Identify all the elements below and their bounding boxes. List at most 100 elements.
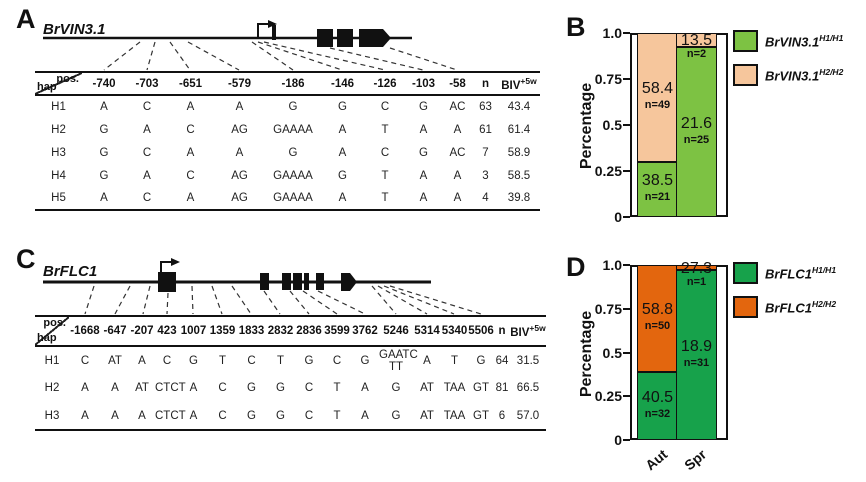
segment-count-label: n=1 [686, 275, 707, 288]
table-corner-cell: pos. hap [35, 72, 82, 96]
table-cell: GAAAA [273, 123, 313, 136]
y-tick-mark [623, 124, 630, 126]
column-header: BIV+5w [498, 72, 540, 96]
panel-b-letter: B [566, 12, 586, 42]
gene-diagram-brvin3.1 [43, 20, 458, 71]
column-header: 1359 [208, 316, 237, 347]
table-cell: G [276, 382, 285, 394]
column-header: 1007 [179, 316, 208, 347]
segment-value-label: 58.8 [641, 301, 674, 319]
segment-value-label: 58.4 [641, 80, 674, 98]
table: pos. hap -740 -703 -651 -579 -186 -146 -126 -103-… [35, 71, 540, 211]
column-header: 5246 [379, 316, 413, 347]
column-header: -186 [266, 72, 320, 96]
column-header: -1668 [69, 316, 101, 347]
table-corner-cell: pos. hap [35, 316, 69, 347]
column-header: -579 [213, 72, 266, 96]
column-header: -703 [126, 72, 168, 96]
row-header: H3 [51, 146, 66, 159]
table-cell: A [453, 192, 462, 204]
legend-swatch [733, 30, 758, 52]
table-cell: 4 [482, 192, 489, 204]
y-tick-label: 1.0 [602, 257, 622, 273]
table-cell: A [189, 409, 198, 422]
table-cell: A [235, 101, 244, 113]
table-cell: GT [473, 409, 489, 422]
table-cell: A [100, 101, 108, 113]
gene-title-brflc1: BrFLC1 [43, 263, 98, 280]
column-header: -103 [405, 72, 442, 96]
segment-count-label: n=49 [644, 99, 671, 112]
table-cell: C [304, 409, 314, 422]
table-cell: A [111, 409, 119, 422]
gene-diagram-brflc1 [43, 258, 482, 315]
table-cell: C [304, 382, 314, 394]
table-cell: A [189, 382, 198, 394]
y-tick-label: 0.25 [594, 388, 622, 405]
table-cell: 43.4 [507, 101, 531, 113]
table-cell: A [81, 409, 89, 422]
table-row: H3 G C A A G A C G AC 7 58.9 [35, 141, 540, 164]
legend-genotype-sup: H1/H1 [811, 265, 837, 275]
legend-label: BrVIN3.1H2/H2 [765, 67, 843, 83]
table-cell: AT [420, 382, 434, 394]
segment-value-label: 13.5 [680, 31, 713, 49]
corner-pos-label: pos. [43, 317, 66, 329]
row-header: H1 [44, 354, 60, 367]
table-cell: G [276, 409, 285, 422]
table-cell: A [186, 146, 195, 159]
panel-a-letter: A [16, 4, 36, 34]
legend-swatch [733, 64, 758, 86]
bar-segment: 21.6 n=25 [676, 46, 717, 217]
table-cell: A [361, 409, 369, 422]
table-cell: A [143, 123, 151, 136]
table-cell: G [288, 146, 298, 159]
table-cell: 64 [495, 354, 509, 367]
column-header: -58 [442, 72, 473, 96]
column-header: 2832 [266, 316, 295, 347]
table-cell: GAAAA [273, 169, 313, 182]
table-cell: G [247, 409, 256, 422]
legend-genotype-sup: H2/H2 [811, 299, 837, 309]
table-header-row: pos. hap -740 -703 -651 -579 -186 -146 -126 -103-… [35, 72, 540, 96]
segment-count-label: n=25 [683, 133, 710, 146]
table-cell: A [453, 169, 462, 182]
bar-segment: 27.3 n=1 [676, 260, 717, 287]
y-tick-mark [623, 32, 630, 34]
table-cell: G [360, 354, 370, 367]
column-header: -207 [129, 316, 155, 347]
table-cell: TAA [443, 409, 466, 422]
column-header: 2836 [295, 316, 323, 347]
table-cell: C [380, 101, 390, 113]
legend-swatch [733, 296, 758, 318]
dashed-connectors [84, 285, 482, 315]
table-cell: A [419, 192, 428, 204]
table-cell: G [476, 354, 486, 367]
column-header: 423 [155, 316, 179, 347]
table-cell: C [247, 354, 256, 367]
segment-count-label: n=50 [644, 320, 671, 333]
table-cell: 6 [498, 409, 506, 422]
table-cell: C [162, 354, 172, 367]
x-tick-label: Spr [680, 446, 709, 474]
bar-segment: 38.5 n=21 [637, 161, 678, 217]
table-cell: A [453, 123, 462, 136]
y-tick-mark [623, 307, 630, 310]
dashed-connectors [103, 41, 458, 71]
table-cell: C [186, 169, 195, 182]
chart-brflc1-genotype-frequency: Percentage 1.0 0.75 0.5 0.25 0 40.5 n=32 58.8 n=5… [540, 240, 866, 482]
table-cell: GT [473, 382, 489, 394]
haplotype-table-brvin3.1: pos. hap -740 -703 -651 -579 -186 -146 -126 -103-… [35, 71, 540, 211]
table-row: H5 A C A AG GAAAA A T A A 4 39.8 [35, 187, 540, 210]
column-header: 5506 [468, 316, 494, 347]
exon-box [337, 29, 353, 47]
table-cell: AT [135, 382, 149, 394]
table-cell: 31.5 [516, 354, 540, 367]
legend-gene-name: BrFLC1 [765, 300, 812, 316]
table-cell: A [143, 169, 151, 182]
exon-box [158, 272, 176, 292]
corner-pos-label: pos. [56, 73, 79, 85]
legend-item: BrFLC1H2/H2 [733, 296, 863, 320]
table-cell: G [288, 101, 298, 113]
